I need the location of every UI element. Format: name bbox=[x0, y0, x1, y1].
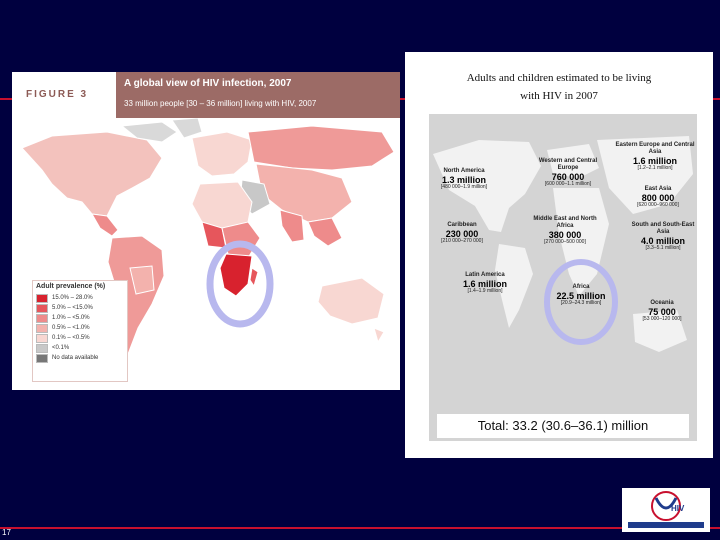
legend-label: 1.0% – <5.0% bbox=[52, 315, 90, 321]
regional-estimates-map: North America 1.3 million [480 000–1.9 m… bbox=[429, 114, 697, 441]
legend-label: <0.1% bbox=[52, 345, 70, 351]
total-estimate: Total: 33.2 (30.6–36.1) million bbox=[437, 414, 689, 438]
right-figure-panel: Adults and children estimated to be livi… bbox=[405, 52, 713, 458]
region-north-america: North America 1.3 million [480 000–1.9 m… bbox=[440, 168, 488, 191]
page-number: 17 bbox=[2, 528, 11, 537]
legend-swatch bbox=[36, 333, 48, 343]
region-east-asia: East Asia 800 000 [620 000–960 000] bbox=[637, 186, 679, 209]
right-figure-title-line2: with HIV in 2007 bbox=[520, 90, 598, 102]
region-oceania: Oceania 75 000 [53 000–120 000] bbox=[642, 300, 682, 323]
regional-world-outline bbox=[429, 114, 697, 441]
legend-label: 5.0% – <15.0% bbox=[52, 305, 93, 311]
legend-label: No data available bbox=[52, 355, 99, 361]
region-caribbean: Caribbean 230 000 [210 000–270 000] bbox=[441, 222, 483, 245]
figure-subtitle: 33 million people [30 – 36 million] livi… bbox=[124, 99, 317, 108]
region-eastern-europe-central-asia: Eastern Europe and Central Asia 1.6 mill… bbox=[615, 142, 695, 172]
left-figure-panel: FIGURE 3 A global view of HIV infection,… bbox=[12, 72, 400, 390]
legend-swatch bbox=[36, 313, 48, 323]
highlight-circle bbox=[206, 240, 274, 328]
figure-label-box: FIGURE 3 bbox=[12, 72, 116, 118]
region-middle-east-north-africa: Middle East and North Africa 380 000 [27… bbox=[533, 216, 597, 246]
legend-label: 0.5% – <1.0% bbox=[52, 325, 90, 331]
right-figure-title-line1: Adults and children estimated to be livi… bbox=[466, 72, 652, 84]
figure-label: FIGURE 3 bbox=[26, 89, 89, 100]
legend-swatch bbox=[36, 323, 48, 333]
legend-swatch bbox=[36, 343, 48, 353]
highlight-circle-africa bbox=[544, 259, 618, 345]
legend-swatch bbox=[36, 293, 48, 303]
legend-label: 15.0% – 28.0% bbox=[52, 295, 93, 301]
region-latin-america: Latin America 1.6 million [1.4–1.9 milli… bbox=[462, 272, 507, 295]
legend-swatch bbox=[36, 353, 48, 363]
region-sub-saharan-africa: Africa 22.5 million [20.9–24.3 million] bbox=[556, 284, 606, 307]
legend-item: 0.5% – <1.0% bbox=[36, 323, 127, 333]
region-south-southeast-asia: South and South-East Asia 4.0 million [3… bbox=[631, 222, 695, 252]
legend-item: 15.0% – 28.0% bbox=[36, 293, 127, 303]
legend-item: 1.0% – <5.0% bbox=[36, 313, 127, 323]
legend-item: No data available bbox=[36, 353, 127, 363]
legend-swatch bbox=[36, 303, 48, 313]
organization-logo: HIV bbox=[622, 488, 710, 532]
region-western-central-europe: Western and Central Europe 760 000 [600 … bbox=[538, 158, 598, 188]
figure-title: A global view of HIV infection, 2007 bbox=[124, 78, 292, 89]
logo-text: HIV bbox=[671, 504, 685, 513]
logo-emblem-icon bbox=[628, 491, 704, 528]
prevalence-legend: Adult prevalence (%) 15.0% – 28.0% 5.0% –… bbox=[32, 280, 128, 382]
legend-label: 0.1% – <0.5% bbox=[52, 335, 90, 341]
bottom-divider bbox=[0, 527, 720, 529]
legend-item: <0.1% bbox=[36, 343, 127, 353]
legend-item: 5.0% – <15.0% bbox=[36, 303, 127, 313]
legend-item: 0.1% – <0.5% bbox=[36, 333, 127, 343]
legend-title: Adult prevalence (%) bbox=[36, 283, 106, 290]
